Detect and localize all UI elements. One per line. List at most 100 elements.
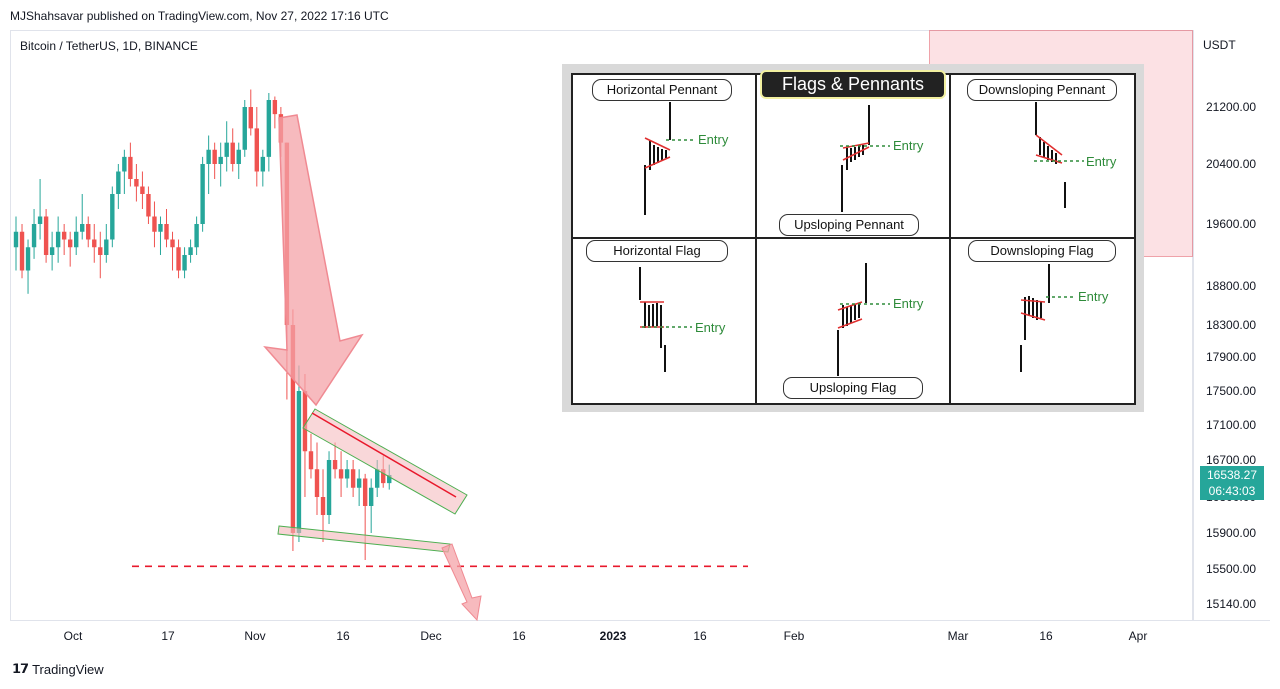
cheatsheet-title: Flags & Pennants [760,70,946,99]
x-tick-label: Dec [420,629,442,643]
candle-body [49,247,55,255]
candle-body [242,107,247,150]
candle-body [164,224,169,240]
pennant-lower-band [277,525,451,553]
candle-body [224,142,229,157]
price-axis-border [1193,30,1194,621]
time-axis-border [10,620,1270,621]
candle-body [344,469,350,479]
y-tick-label: 18800.00 [1206,279,1257,293]
candle-body [296,391,302,533]
candle-body [110,194,115,240]
x-tick-label: 16 [336,629,350,643]
candle-body [170,239,175,248]
y-tick-label: 15900.00 [1206,526,1257,540]
candle-body [290,325,296,533]
x-tick-label: 2023 [599,629,627,643]
candle-body [43,216,49,255]
candle-body [25,247,31,271]
publisher-line: MJShahsavar published on TradingView.com… [10,9,389,23]
candle-body [122,156,127,172]
candle-body [116,171,121,194]
x-tick-label: Oct [63,629,83,643]
y-tick-label: 17500.00 [1206,384,1257,398]
entry-label-horizontal-pennant: Entry [698,132,729,147]
x-tick-label: Apr [1128,629,1148,643]
last-price-value: 16538.27 [1206,468,1258,482]
candle-body [152,216,157,232]
footer-brand[interactable]: 𝟭𝟳 TradingView [12,661,104,677]
candle-body [387,474,392,484]
candle-body [206,149,211,164]
candle-body [188,247,193,255]
candle-body [13,231,19,248]
candle-body [308,451,314,470]
candle-body [55,231,61,248]
candle-body [176,247,181,271]
candle-body [356,478,362,488]
x-tick-label: Nov [244,629,266,643]
entry-label-downsloping-pennant: Entry [1086,154,1117,169]
candle-body [104,239,109,255]
last-price-label: 16538.27 06:43:03 [1200,466,1264,500]
candle-body [326,460,332,515]
candle-body [368,487,374,506]
candle-body [140,186,145,194]
label-horizontal-pennant: Horizontal Pennant [592,79,732,101]
candle-body [338,469,344,479]
candle-body [134,179,139,187]
candle-body [92,239,97,248]
candle-body [182,255,187,271]
target-arrow [441,543,482,622]
bar-countdown: 06:43:03 [1208,484,1256,498]
candle-body [266,100,272,157]
candle-body [314,469,320,497]
y-tick-label: 19600.00 [1206,217,1257,231]
y-tick-label: 18300.00 [1206,318,1257,332]
candle-body [128,156,133,179]
symbol-title[interactable]: Bitcoin / TetherUS, 1D, BINANCE [20,39,198,53]
entry-label-upsloping-pennant: Entry [893,138,924,153]
x-tick-label: 16 [693,629,707,643]
currency-label[interactable]: USDT [1203,38,1236,52]
candle-body [332,460,338,470]
label-upsloping-flag: Upsloping Flag [783,377,923,399]
candle-body [98,247,103,255]
tradingview-logo-icon: 𝟭𝟳 [12,661,29,676]
entry-label-upsloping-flag: Entry [893,296,924,311]
candle-body [350,469,356,488]
y-tick-label: 15140.00 [1206,597,1257,611]
candle-body [230,142,235,164]
label-horizontal-flag: Horizontal Flag [586,240,728,262]
footer-brand-text: TradingView [32,661,104,677]
candle-body [362,478,368,506]
candle-body [80,224,85,232]
x-tick-label: 16 [512,629,526,643]
candle-body [218,156,223,164]
candle-body [31,224,37,248]
entry-label-downsloping-flag: Entry [1078,289,1109,304]
candle-body [320,497,326,515]
candle-body [375,469,380,488]
y-tick-label: 15500.00 [1206,562,1257,576]
label-upsloping-pennant: Upsloping Pennant [779,214,919,236]
candle-body [19,231,25,271]
candle-body [146,194,151,217]
y-tick-label: 21200.00 [1206,100,1257,114]
y-tick-label: 16700.00 [1206,453,1257,467]
candle-body [248,107,253,129]
pennant-upper-line [311,412,457,498]
x-tick-label: Feb [783,629,805,643]
candle-body [212,149,217,164]
x-tick-label: 16 [1039,629,1053,643]
label-downsloping-flag: Downsloping Flag [968,240,1116,262]
candle-body [86,224,91,240]
entry-label-horizontal-flag: Entry [695,320,726,335]
y-tick-label: 17100.00 [1206,418,1257,432]
candle-body [236,149,241,164]
label-downsloping-pennant: Downsloping Pennant [967,79,1117,101]
candle-body [254,128,259,172]
candle-body [61,231,67,240]
y-tick-label: 17900.00 [1206,350,1257,364]
